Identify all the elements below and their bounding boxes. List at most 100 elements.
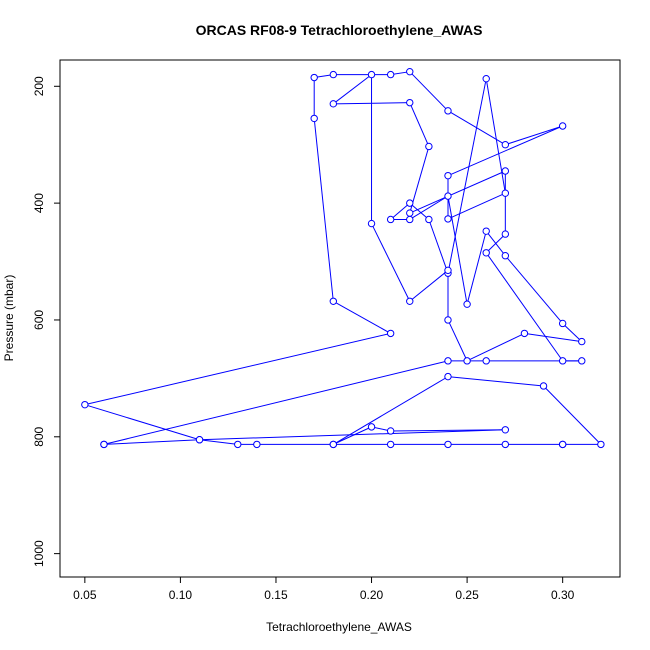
series-segment <box>505 125 563 146</box>
data-point <box>367 423 376 431</box>
data-point <box>501 141 510 149</box>
data-point <box>367 70 376 79</box>
series-segment <box>313 118 334 302</box>
series-segment <box>447 196 468 305</box>
series-segment <box>447 192 506 220</box>
data-point <box>329 440 338 449</box>
series-segment <box>333 426 372 445</box>
data-point <box>501 252 510 260</box>
data-point <box>463 357 471 365</box>
data-point <box>444 316 452 324</box>
data-point <box>482 74 490 83</box>
series-segment <box>485 78 506 194</box>
data-point <box>444 192 452 200</box>
x-tick-label: 0.30 <box>551 588 575 602</box>
data-point <box>578 357 586 365</box>
series-segment <box>333 300 391 334</box>
data-point <box>386 215 395 224</box>
series-segment <box>447 319 468 362</box>
y-tick-label: 800 <box>32 426 46 446</box>
series-segment <box>447 376 544 387</box>
data-point <box>444 171 452 180</box>
series-segment <box>333 102 410 105</box>
x-tick-label: 0.10 <box>169 588 193 602</box>
y-axis: 200 400 600 800 1000 <box>32 76 60 567</box>
y-tick-label: 200 <box>32 76 46 96</box>
data-point <box>406 215 414 224</box>
data-point <box>425 215 433 224</box>
series-segment <box>485 233 506 254</box>
series-segment <box>447 78 487 274</box>
data-point <box>406 67 414 76</box>
data-point <box>386 440 395 449</box>
series-segment <box>103 439 200 445</box>
data-point <box>253 440 261 449</box>
data-point <box>558 440 567 449</box>
data-point <box>329 297 338 305</box>
series-segment <box>485 252 564 362</box>
data-point <box>558 319 567 328</box>
series-segment <box>504 255 564 324</box>
series-segment <box>103 360 449 445</box>
x-tick-label: 0.20 <box>360 588 384 602</box>
data-point <box>406 98 414 107</box>
data-point <box>520 329 529 338</box>
x-tick-label: 0.05 <box>73 588 97 602</box>
data-point <box>482 249 490 257</box>
x-tick-label: 0.25 <box>455 588 479 602</box>
data-point <box>100 440 108 449</box>
data-point <box>444 107 452 115</box>
data-point <box>367 219 376 228</box>
data-point <box>501 440 510 449</box>
series-segment <box>428 219 449 274</box>
data-point <box>406 209 414 217</box>
data-point <box>463 300 471 308</box>
data-point <box>444 357 452 365</box>
data-point <box>501 167 510 175</box>
data-point <box>444 372 452 381</box>
series-segment <box>409 170 506 214</box>
x-axis-label: Tetrachloroethylene_AWAS <box>266 620 412 634</box>
data-point <box>386 427 395 435</box>
y-tick-label: 400 <box>32 193 46 213</box>
y-tick-label: 1000 <box>32 540 46 567</box>
data-point <box>539 382 548 390</box>
data-point <box>310 114 318 123</box>
series-segment <box>333 74 372 105</box>
data-point <box>501 230 510 238</box>
series-segment <box>199 439 238 445</box>
plot-frame <box>59 59 621 578</box>
data-point <box>501 426 510 434</box>
data-point <box>482 227 490 235</box>
chart-title: ORCAS RF08-9 Tetrachloroethylene_AWAS <box>196 22 483 38</box>
x-tick-label: 0.15 <box>264 588 288 602</box>
series-segment <box>84 332 391 406</box>
series-segment <box>409 202 430 220</box>
series-segment <box>84 404 200 441</box>
data-point <box>501 189 510 197</box>
series-segment <box>524 332 582 343</box>
series-segment <box>562 323 583 342</box>
series-segment <box>409 269 449 302</box>
series-segment <box>409 71 449 112</box>
y-tick-label: 600 <box>32 310 46 330</box>
series-segment <box>466 332 525 362</box>
data-point <box>425 142 433 151</box>
data-point <box>444 215 452 223</box>
y-axis-label: Pressure (mbar) <box>2 275 16 362</box>
series-segment <box>447 125 563 177</box>
data-point <box>329 100 338 108</box>
series-segment <box>409 195 449 220</box>
series-segment <box>409 102 430 147</box>
series-segment <box>390 202 411 220</box>
series-segment <box>466 231 487 305</box>
series-segment <box>199 429 506 441</box>
series-segment <box>543 385 602 445</box>
data-point <box>558 122 567 130</box>
data-point <box>329 70 338 79</box>
data-point <box>578 337 586 346</box>
series-segment <box>371 223 411 302</box>
data-point <box>234 440 242 449</box>
data-point <box>482 357 490 365</box>
